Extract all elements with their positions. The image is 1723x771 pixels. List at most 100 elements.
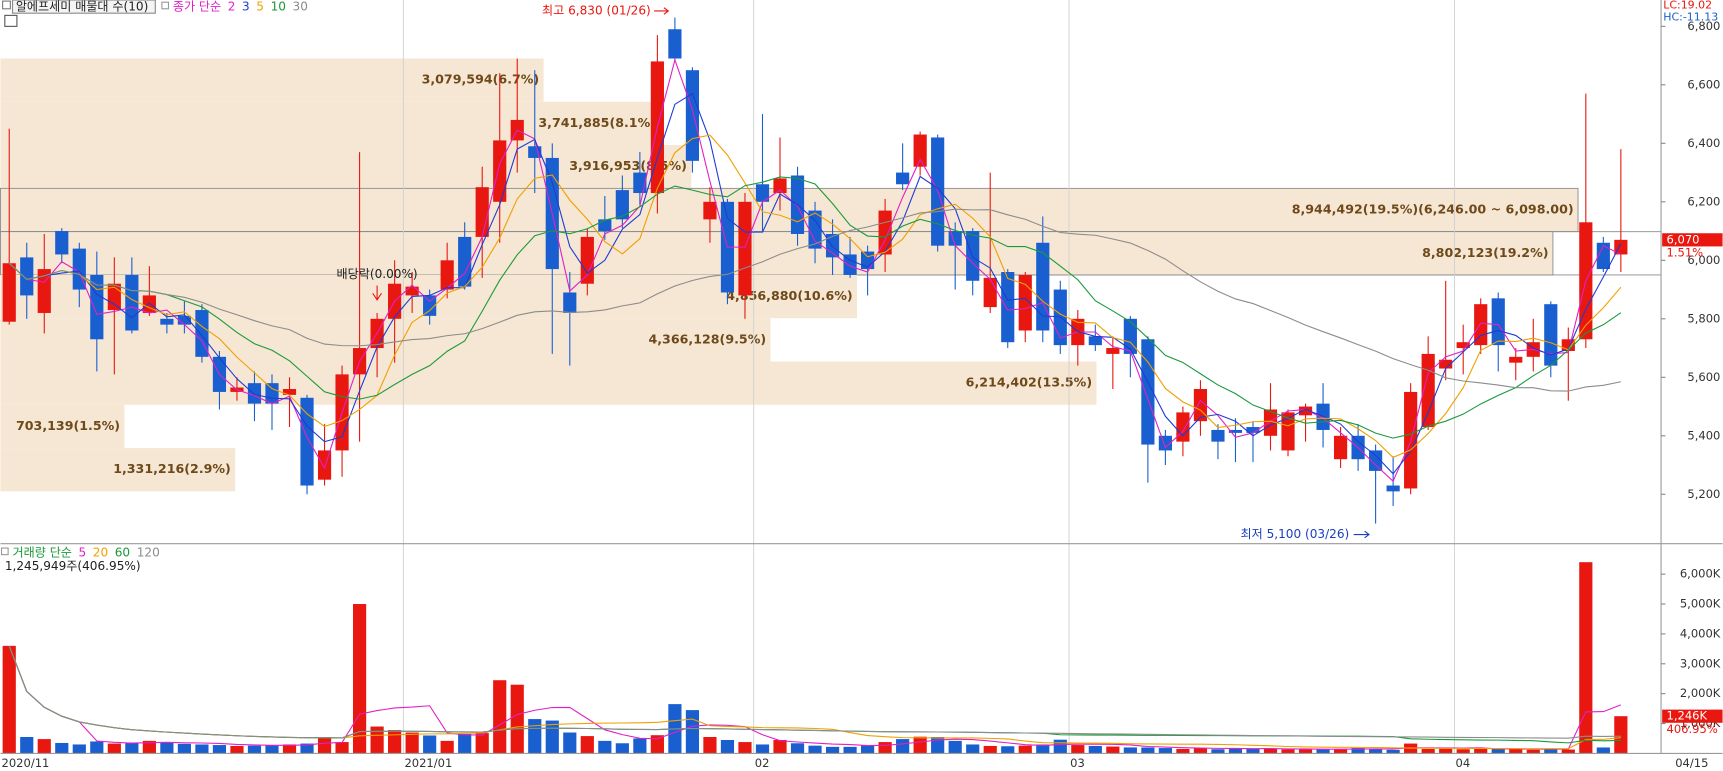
volume-bar xyxy=(388,730,402,754)
ma-legend-label: 종가 단순 xyxy=(173,0,221,14)
volume-bar xyxy=(107,743,121,754)
checkbox[interactable] xyxy=(2,0,11,10)
ma-legend-item: 5 xyxy=(256,0,264,14)
candle-body xyxy=(825,233,840,258)
candle-body xyxy=(1369,450,1383,471)
volume-bar xyxy=(1421,748,1435,754)
candle-body xyxy=(1561,339,1575,351)
candle-body xyxy=(528,146,542,158)
volume-bar xyxy=(1544,748,1558,754)
candle-body xyxy=(580,236,594,284)
volume-bar xyxy=(1333,749,1348,754)
profile-band-label: 4,856,880(10.6%) xyxy=(726,288,852,303)
price-ma-line xyxy=(8,176,1622,439)
volume-bar xyxy=(1263,748,1278,754)
profile-band xyxy=(0,448,236,492)
volume-bar xyxy=(966,744,980,754)
lc-label: LC:19.02 xyxy=(1663,0,1712,11)
candle-body xyxy=(1106,348,1120,354)
volume-bar xyxy=(265,745,279,754)
candle-body xyxy=(37,269,51,313)
candle-body xyxy=(475,187,489,237)
settings-icon[interactable] xyxy=(4,14,18,27)
candle-body xyxy=(1439,359,1453,369)
volume-profile: 3,079,594(6.7%) 3,741,885(8.1%) 3,916,953(… xyxy=(0,58,1662,492)
candle-body xyxy=(1141,339,1155,445)
candle-body xyxy=(423,295,437,316)
current-volume-pct: 406.95% xyxy=(1667,722,1718,736)
profile-band xyxy=(0,187,1579,233)
volume-bar xyxy=(1491,748,1505,754)
candle-body xyxy=(195,310,209,357)
volume-bar xyxy=(317,736,332,754)
volume-tick-label: 6,000K xyxy=(1680,567,1721,581)
ma-checkbox[interactable] xyxy=(161,1,170,10)
volume-bar xyxy=(1298,749,1313,754)
high-arrow xyxy=(654,7,670,15)
volume-bar xyxy=(563,732,577,754)
candle-body xyxy=(896,172,910,185)
volume-bar xyxy=(738,742,752,754)
volume-bar xyxy=(125,742,139,754)
volume-bar xyxy=(142,740,156,754)
volume-tick-label: 5,000K xyxy=(1680,597,1721,611)
candle-body xyxy=(282,389,297,395)
candle-body xyxy=(458,236,472,287)
volume-bar xyxy=(405,732,419,754)
profile-band-label: 703,139(1.5%) xyxy=(16,418,120,433)
volume-bar xyxy=(1123,747,1137,754)
volume-bar xyxy=(370,726,384,754)
candle-body xyxy=(177,315,191,325)
volume-bar xyxy=(493,680,507,754)
volume-bar xyxy=(545,720,559,754)
volume-bar xyxy=(423,735,437,754)
volume-bar xyxy=(896,739,910,754)
volume-bar xyxy=(282,744,297,754)
volume-bar xyxy=(598,740,612,754)
volume-bar xyxy=(1106,746,1120,754)
candle-body xyxy=(755,184,770,202)
candle-body xyxy=(1333,435,1348,460)
candle-body xyxy=(90,274,104,340)
candle-body xyxy=(20,257,34,296)
volume-bar xyxy=(1386,749,1400,754)
volume-bar xyxy=(475,733,489,754)
volume-legend-label: 거래량 단순 xyxy=(13,545,72,559)
candle-body xyxy=(440,260,454,290)
title-box xyxy=(11,0,156,14)
candle-body xyxy=(1228,429,1243,433)
volume-ma-line xyxy=(8,645,1621,739)
candle-body xyxy=(1544,304,1558,366)
candle-body xyxy=(1263,409,1278,436)
candle-body xyxy=(913,134,927,167)
volume-ma-line xyxy=(8,645,1622,750)
volume-bar xyxy=(1439,748,1453,754)
volume-bar xyxy=(510,684,524,754)
volume-bar xyxy=(790,743,805,754)
candle-body xyxy=(983,277,997,308)
candle-body xyxy=(1386,485,1400,492)
volume-tick-label: 4,000K xyxy=(1680,626,1721,640)
current-volume-label: 1,246K xyxy=(1667,709,1708,723)
x-tick-label: 03 xyxy=(1070,756,1085,770)
candle-body xyxy=(1596,242,1610,270)
end-date-label: 04/15 xyxy=(1675,756,1708,770)
volume-bar xyxy=(1001,746,1015,754)
profile-band xyxy=(0,231,1554,276)
volume-ma-legend-item: 60 xyxy=(115,545,130,559)
volume-checkbox[interactable] xyxy=(0,547,9,556)
volume-bar xyxy=(1316,748,1330,754)
volume-bar xyxy=(177,743,191,754)
candle-body xyxy=(1456,342,1470,349)
candle-body xyxy=(1211,429,1225,442)
profile-band-label: 4,366,128(9.5%) xyxy=(648,331,766,346)
current-price-box xyxy=(1662,233,1723,247)
y-tick-label: 5,800 xyxy=(1687,311,1720,325)
volume-bar xyxy=(37,739,51,754)
volume-bar xyxy=(20,736,34,754)
volume-bar xyxy=(1246,748,1260,754)
volume-bar xyxy=(72,744,86,754)
volume-info: 1,245,949주(406.95%) xyxy=(5,559,141,573)
candle-body xyxy=(1509,356,1523,363)
